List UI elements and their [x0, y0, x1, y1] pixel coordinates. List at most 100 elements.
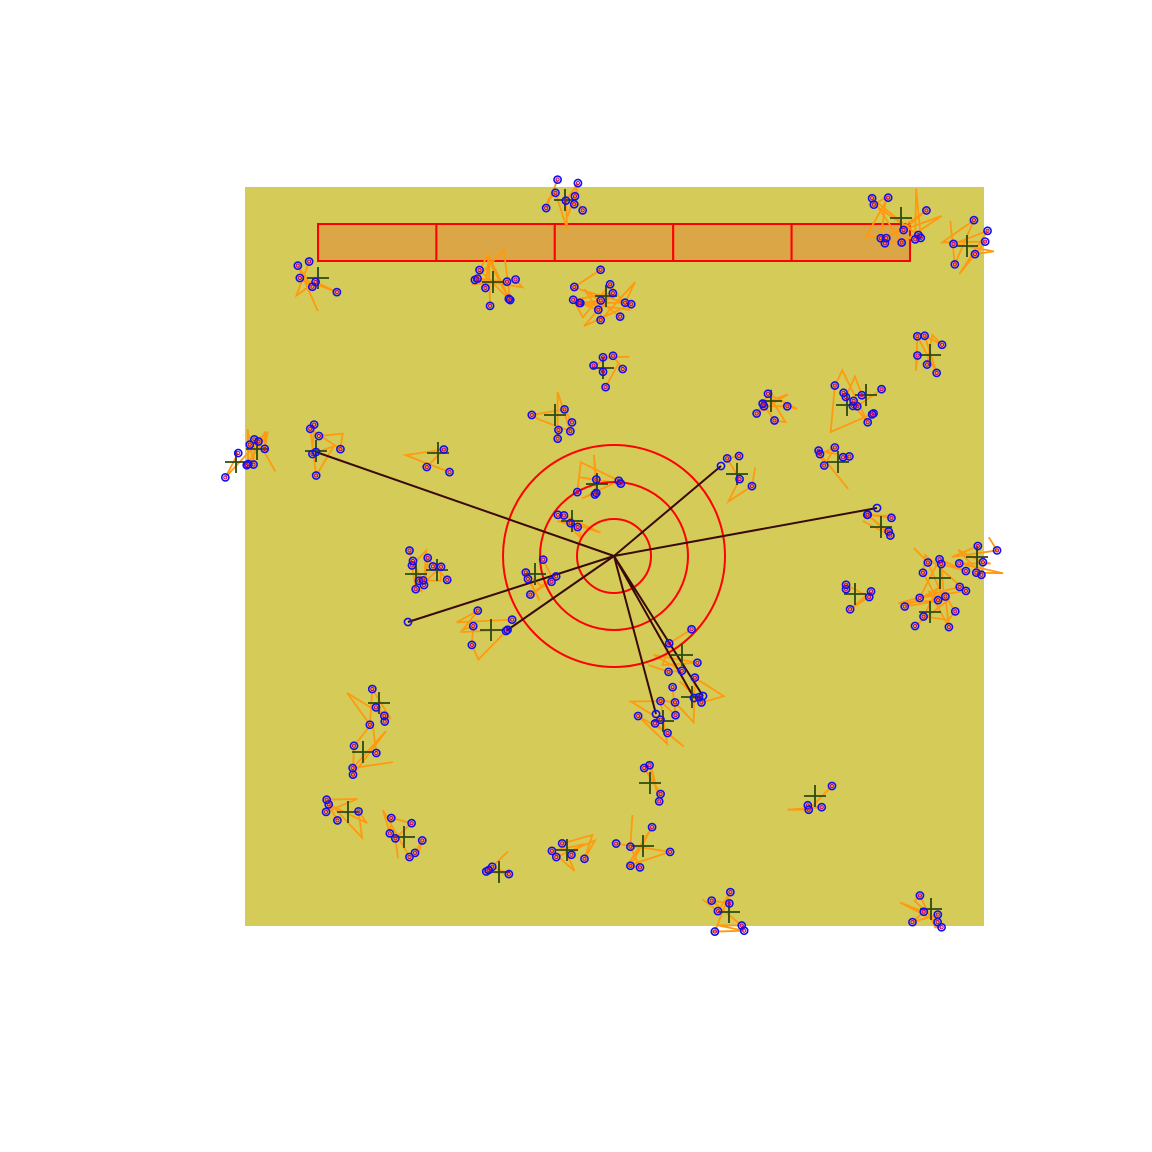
- cluster-point-inner: [544, 205, 549, 211]
- cluster-point-inner: [483, 285, 488, 291]
- cluster-point: [507, 615, 517, 625]
- cluster-point-inner: [610, 291, 615, 296]
- cluster-point: [620, 298, 630, 308]
- cluster-point-inner: [899, 240, 904, 245]
- cluster-point: [242, 460, 252, 470]
- cluster-point: [664, 667, 673, 677]
- cluster-point: [647, 822, 657, 832]
- cluster-point-inner: [886, 195, 891, 200]
- cluster-point-inner: [487, 303, 493, 308]
- cluster-point: [992, 545, 1002, 555]
- cluster-point: [566, 518, 575, 528]
- cluster-point: [845, 604, 855, 614]
- cluster-point: [484, 865, 494, 875]
- cluster-point: [307, 282, 317, 292]
- cluster-point-inner: [572, 202, 577, 207]
- cluster-point-inner: [920, 570, 926, 575]
- cluster-point-inner: [554, 854, 559, 860]
- ray-endpoint: [501, 626, 511, 636]
- cluster-point: [573, 522, 583, 532]
- cluster-point: [830, 381, 840, 390]
- cluster-point-inner: [879, 387, 884, 392]
- cluster-point: [694, 692, 704, 702]
- cluster-point-inner: [447, 469, 452, 475]
- cluster-point-inner: [594, 490, 599, 496]
- cluster-point-inner: [603, 385, 608, 390]
- cluster-point: [737, 921, 747, 930]
- cluster-point-inner: [924, 208, 929, 213]
- cluster-point: [725, 887, 735, 897]
- cluster-point-inner: [742, 928, 747, 933]
- cluster-point: [295, 273, 305, 283]
- cluster-point-inner: [855, 404, 860, 409]
- cluster-center-cross: [671, 644, 693, 666]
- cluster-point: [633, 711, 643, 721]
- cluster-point-inner: [307, 259, 312, 264]
- cluster-point: [567, 418, 577, 427]
- cluster-point: [410, 848, 420, 858]
- cluster-point: [949, 239, 958, 249]
- cluster-point-inner: [504, 279, 510, 284]
- cluster-point: [590, 490, 600, 499]
- cluster-center-cross: [956, 235, 978, 257]
- cluster-point-inner: [571, 297, 576, 302]
- cluster-point: [367, 684, 377, 694]
- cluster-point: [663, 728, 672, 738]
- cluster-point: [819, 461, 829, 470]
- cluster-point-inner: [598, 298, 603, 303]
- cluster-point-inner: [475, 276, 480, 281]
- cluster-center-cross: [870, 516, 892, 538]
- cluster-point: [575, 298, 584, 308]
- cluster-point: [915, 593, 925, 603]
- cluster-point: [596, 315, 606, 325]
- cluster-point: [830, 443, 840, 452]
- cluster-point-inner: [580, 208, 585, 213]
- cluster-point: [436, 562, 446, 572]
- cluster-point-inner: [868, 589, 874, 594]
- cluster-point-inner: [350, 772, 356, 777]
- cluster-point: [752, 409, 762, 418]
- cluster-point-inner: [889, 515, 894, 520]
- cluster-point-inner: [972, 252, 978, 257]
- cluster-point: [815, 449, 825, 459]
- cluster-point-inner: [568, 429, 573, 434]
- cluster-point-inner: [841, 455, 846, 460]
- cluster-point-inner: [223, 475, 228, 480]
- cluster-point-inner: [335, 818, 340, 823]
- cluster-point: [333, 816, 342, 825]
- cluster-point: [473, 274, 482, 283]
- cluster-point-inner: [247, 442, 252, 447]
- radial-ray: [315, 451, 615, 557]
- cluster-point-inner: [957, 584, 962, 589]
- cluster-point: [690, 673, 700, 683]
- cluster-point-inner: [600, 369, 606, 374]
- ray-endpoint: [698, 691, 708, 701]
- cluster-point: [243, 459, 253, 469]
- bar-segment: [672, 223, 793, 262]
- cluster-point: [386, 813, 396, 823]
- cluster-point-inner: [871, 202, 876, 207]
- cluster-point-inner: [506, 296, 511, 301]
- cluster-point: [580, 854, 589, 864]
- cluster-point-inner: [572, 284, 577, 290]
- ray-endpoint: [403, 617, 413, 627]
- cluster-point: [971, 568, 981, 578]
- cluster-point-inner: [506, 871, 511, 877]
- cluster-center-cross: [632, 835, 654, 857]
- cluster-center-cross: [480, 619, 502, 641]
- cluster-point-inner: [922, 333, 927, 338]
- cluster-point: [245, 440, 255, 450]
- cluster-path: [224, 439, 277, 479]
- cluster-point: [525, 590, 535, 599]
- cluster-point-inner: [413, 587, 418, 592]
- cluster-point: [405, 546, 414, 555]
- cluster-point-inner: [785, 404, 790, 409]
- cluster-point: [390, 833, 400, 843]
- cluster-point: [578, 205, 588, 215]
- cluster-center-cross: [639, 772, 661, 794]
- cluster-point: [713, 906, 723, 916]
- cluster-point-inner: [985, 228, 990, 233]
- cluster-point-inner: [430, 564, 435, 569]
- cluster-point: [304, 257, 314, 266]
- cluster-point-inner: [658, 791, 663, 797]
